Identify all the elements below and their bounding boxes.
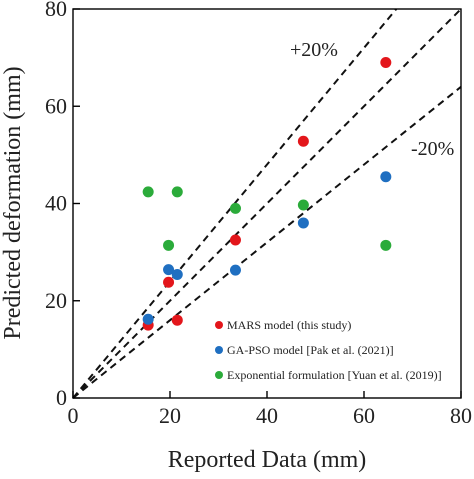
reference-line-1	[72, 8, 462, 399]
y-tick-label-0: 0	[56, 385, 67, 410]
legend-marker-1	[215, 346, 223, 354]
y-tick-label-4: 80	[45, 0, 67, 21]
data-point-s1-4	[297, 217, 309, 229]
data-point-s0-4	[297, 135, 309, 147]
y-tick-label-3: 60	[45, 93, 67, 118]
x-tick-label-4: 80	[450, 403, 472, 428]
data-point-s2-0	[142, 186, 154, 198]
x-tick-label-3: 60	[353, 403, 375, 428]
y-tick-label-2: 40	[45, 191, 67, 216]
data-point-s0-5	[380, 56, 392, 68]
x-tick-label-0: 0	[68, 403, 79, 428]
data-point-s2-3	[229, 202, 241, 214]
data-point-s1-0	[142, 313, 154, 325]
plus-20-label: +20%	[290, 39, 338, 61]
data-point-s1-5	[380, 171, 392, 183]
minus-20-label: -20%	[411, 138, 454, 160]
data-points	[142, 56, 392, 331]
y-axis-title: Predicted deformation (mm)	[0, 66, 26, 339]
axes: 0 20 40 60 80 0 20 40 60 80	[45, 0, 472, 428]
data-point-s2-5	[380, 239, 392, 251]
data-point-s0-1	[171, 314, 183, 326]
legend-marker-2	[215, 371, 223, 379]
x-axis-title: Reported Data (mm)	[168, 447, 367, 473]
reference-lines	[72, 8, 462, 399]
legend-label-2: Exponential formulation [Yuan et al. (20…	[227, 368, 442, 382]
reference-line-2	[72, 86, 462, 399]
data-point-s1-1	[163, 264, 175, 276]
legend-label-1: GA-PSO model [Pak et al. (2021)]	[227, 343, 394, 357]
x-tick-label-2: 40	[256, 403, 278, 428]
y-tick-label-1: 20	[45, 288, 67, 313]
legend: MARS model (this study) GA-PSO model [Pak…	[215, 318, 442, 382]
data-point-s1-3	[229, 264, 241, 276]
data-point-s0-2	[163, 276, 175, 288]
x-tick-label-1: 20	[159, 403, 181, 428]
data-point-s2-4	[297, 199, 309, 211]
data-point-s2-2	[163, 239, 175, 251]
data-point-s0-3	[229, 234, 241, 246]
legend-label-0: MARS model (this study)	[227, 318, 351, 332]
data-point-s1-2	[171, 268, 183, 280]
data-point-s2-1	[171, 186, 183, 198]
legend-marker-0	[215, 321, 223, 329]
